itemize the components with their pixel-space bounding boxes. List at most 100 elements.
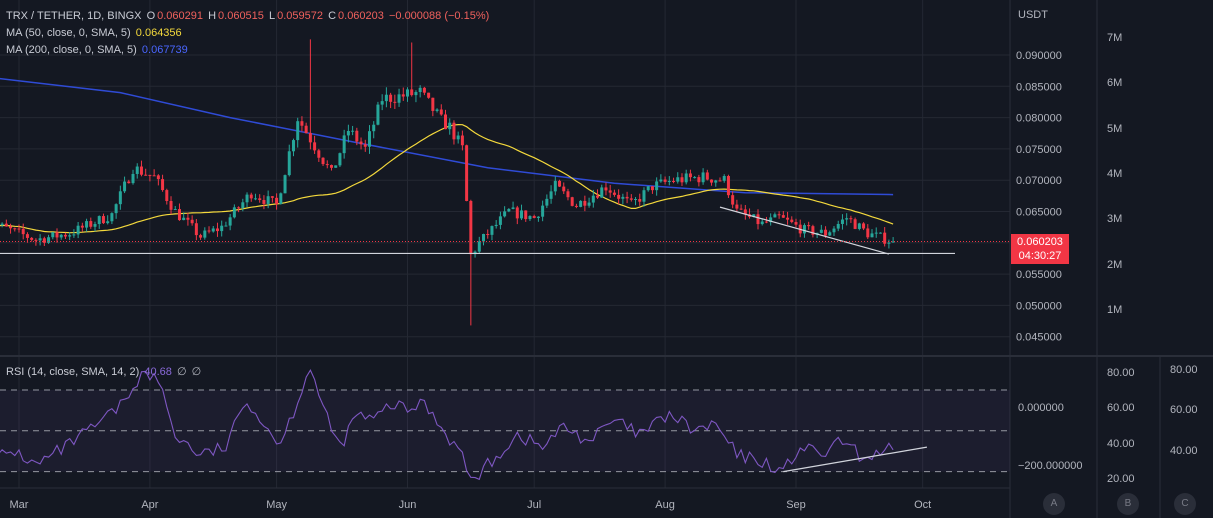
- bar-scale-button[interactable]: B: [1117, 493, 1139, 515]
- ma50-label: MA (50, close, 0, SMA, 5): [6, 27, 131, 39]
- ma50-line: [0, 123, 894, 234]
- low-label: L: [268, 10, 276, 22]
- candle: [591, 189, 595, 208]
- candle-body: [866, 228, 870, 238]
- candle: [127, 179, 131, 184]
- candle-body: [127, 181, 131, 184]
- candle: [870, 229, 874, 238]
- candle: [828, 230, 832, 236]
- candle-body: [769, 217, 773, 223]
- auto-scale-button[interactable]: A: [1043, 493, 1065, 515]
- volume-axis-tick: 5M: [1107, 123, 1122, 135]
- candle: [279, 192, 283, 205]
- candle: [72, 229, 76, 238]
- symbol-title: TRX / TETHER, 1D, BINGX: [6, 10, 142, 22]
- candle-body: [203, 230, 207, 238]
- candle-body: [558, 180, 562, 187]
- candle-body: [811, 226, 815, 235]
- candle-body: [490, 226, 494, 235]
- candle-body: [106, 221, 110, 224]
- candle-body: [80, 225, 84, 228]
- candle: [380, 94, 384, 111]
- candle: [334, 165, 338, 168]
- candle-body: [591, 195, 595, 203]
- candle: [355, 127, 359, 146]
- candle: [790, 216, 794, 224]
- compare-scale-button[interactable]: C: [1174, 493, 1196, 515]
- candle-body: [465, 145, 469, 201]
- candle: [498, 211, 502, 230]
- candle-body: [739, 208, 743, 210]
- candle-body: [553, 180, 557, 192]
- time-axis-tick-jun: Jun: [399, 499, 417, 511]
- candle: [849, 215, 853, 223]
- volume-axis-tick: 7M: [1107, 32, 1122, 44]
- candle-body: [836, 223, 840, 229]
- ma50-legend[interactable]: MA (50, close, 0, SMA, 5) 0.064356: [6, 25, 184, 41]
- candle-body: [410, 89, 414, 96]
- price-axis-tick: 0.055000: [1016, 269, 1062, 281]
- candle-body: [498, 216, 502, 225]
- rsi-legend[interactable]: RSI (14, close, SMA, 14, 2) 40.68 ∅ ∅: [6, 364, 203, 380]
- candle: [156, 174, 160, 186]
- candle-body: [215, 228, 219, 232]
- candle: [528, 215, 532, 222]
- candle-body: [431, 97, 435, 111]
- candle: [283, 174, 287, 194]
- candle-body: [790, 219, 794, 223]
- price-axis-tick: 0.080000: [1016, 113, 1062, 125]
- candle: [389, 92, 393, 109]
- candle-body: [634, 199, 638, 201]
- candle-body: [4, 223, 8, 227]
- candle-body: [367, 131, 371, 147]
- candle: [110, 212, 114, 225]
- candle-body: [794, 222, 798, 225]
- candle: [769, 213, 773, 226]
- candle-body: [161, 179, 165, 191]
- candle-body: [435, 109, 439, 111]
- candle: [515, 205, 519, 225]
- candle: [532, 214, 536, 219]
- candle-body: [642, 190, 646, 202]
- price-axis-tick: 0.075000: [1016, 144, 1062, 156]
- candle-body: [840, 219, 844, 224]
- ma200-legend[interactable]: MA (200, close, 0, SMA, 5) 0.067739: [6, 42, 190, 58]
- candle-body: [697, 177, 701, 183]
- candle: [114, 203, 118, 219]
- candle: [845, 213, 849, 226]
- candle: [600, 184, 604, 198]
- candle: [135, 163, 139, 179]
- descending-trendline: [719, 206, 890, 255]
- candle: [215, 222, 219, 237]
- candle-body: [0, 223, 4, 226]
- candle: [372, 121, 376, 139]
- candle: [634, 196, 638, 206]
- candle: [275, 193, 279, 210]
- candle-body: [72, 234, 76, 236]
- candle: [840, 214, 844, 230]
- change-value: −0.000088 (−0.15%): [388, 10, 490, 22]
- rsi-axis-tick-right: 40.00: [1170, 445, 1198, 457]
- candle: [89, 217, 93, 229]
- rsi-axis-tick: 20.00: [1107, 473, 1135, 485]
- candle-body: [165, 190, 169, 201]
- candle: [253, 193, 257, 201]
- volume-axis-tick: 6M: [1107, 77, 1122, 89]
- candle: [773, 212, 777, 218]
- candle-body: [722, 176, 726, 181]
- time-axis-tick-sep: Sep: [786, 499, 806, 511]
- rsi-value: 40.68: [144, 366, 172, 378]
- ma200-line: [0, 77, 894, 196]
- candle-body: [34, 239, 38, 241]
- candle: [165, 188, 169, 205]
- candle-body: [279, 193, 283, 205]
- time-axis-tick-mar: Mar: [10, 499, 29, 511]
- current-price-badge: 0.060203 04:30:27: [1011, 234, 1069, 264]
- candle-body: [275, 197, 279, 205]
- candle: [456, 131, 460, 144]
- candle: [794, 218, 798, 228]
- candle-body: [718, 180, 722, 182]
- candle: [224, 221, 228, 227]
- candle: [625, 191, 629, 204]
